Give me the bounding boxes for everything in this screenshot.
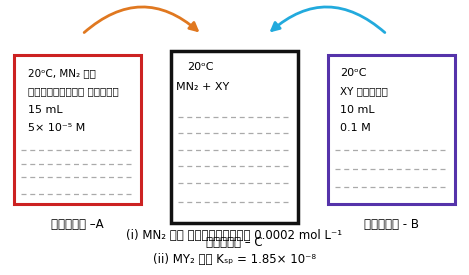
FancyArrowPatch shape [84,7,197,32]
Text: 0.1 M: 0.1 M [340,123,371,133]
Text: 10 mL: 10 mL [340,105,375,115]
Text: পাত্র - B: পাত্র - B [364,218,419,231]
Text: (ii) MY₂ এর Kₛₚ = 1.85× 10⁻⁸: (ii) MY₂ এর Kₛₚ = 1.85× 10⁻⁸ [153,253,316,266]
Bar [14,55,141,204]
Text: XY দ্রবণ: XY দ্রবণ [340,87,388,97]
Text: 20ᵒC: 20ᵒC [188,62,214,72]
Text: 5× 10⁻⁵ M: 5× 10⁻⁵ M [28,123,85,133]
Bar [171,51,298,223]
Text: (i) MN₂ এর দ্রাব্যতা 0.0002 mol L⁻¹: (i) MN₂ এর দ্রাব্যতা 0.0002 mol L⁻¹ [127,229,342,242]
Text: 20ᵒC: 20ᵒC [340,68,367,78]
Text: পাত্র –A: পাত্র –A [51,218,104,231]
Text: অসম্পৃক্ত দ্রবণ: অসম্পৃক্ত দ্রবণ [28,87,119,97]
Bar [328,55,455,204]
Text: পাত্র – C: পাত্র – C [206,235,263,249]
Text: 15 mL: 15 mL [28,105,63,115]
Text: MN₂ + XY: MN₂ + XY [176,82,229,92]
FancyArrowPatch shape [272,7,385,32]
Text: 20ᵒC, MN₂ এর: 20ᵒC, MN₂ এর [28,68,96,78]
